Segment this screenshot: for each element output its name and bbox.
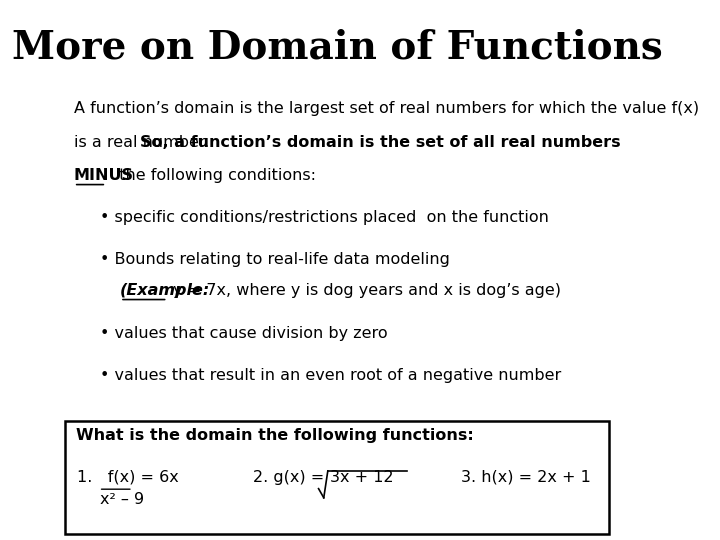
- Text: A function’s domain is the largest set of real numbers for which the value f(x): A function’s domain is the largest set o…: [74, 101, 699, 116]
- Text: • Bounds relating to real-life data modeling: • Bounds relating to real-life data mode…: [100, 252, 450, 267]
- Text: y = 7x, where y is dog years and x is dog’s age): y = 7x, where y is dog years and x is do…: [168, 284, 561, 299]
- Text: (Example:: (Example:: [120, 284, 210, 299]
- Text: • values that cause division by zero: • values that cause division by zero: [100, 326, 387, 341]
- Text: 1.   f(x) = 6x: 1. f(x) = 6x: [77, 470, 179, 485]
- Text: What is the domain the following functions:: What is the domain the following functio…: [76, 428, 473, 443]
- FancyBboxPatch shape: [65, 422, 609, 534]
- Text: • specific conditions/restrictions placed  on the function: • specific conditions/restrictions place…: [100, 211, 549, 225]
- Text: 3x + 12: 3x + 12: [330, 470, 394, 485]
- Text: MINUS: MINUS: [74, 168, 134, 184]
- Text: is a real number.: is a real number.: [74, 134, 214, 150]
- Text: More on Domain of Functions: More on Domain of Functions: [12, 28, 662, 66]
- Text: • values that result in an even root of a negative number: • values that result in an even root of …: [100, 368, 561, 383]
- Text: So, a function’s domain is the set of all real numbers: So, a function’s domain is the set of al…: [140, 134, 621, 150]
- Text: x² – 9: x² – 9: [100, 492, 144, 507]
- Text: 3. h(x) = 2x + 1: 3. h(x) = 2x + 1: [462, 470, 591, 485]
- Text: the following conditions:: the following conditions:: [109, 168, 316, 184]
- Text: 2. g(x) =: 2. g(x) =: [253, 470, 330, 485]
